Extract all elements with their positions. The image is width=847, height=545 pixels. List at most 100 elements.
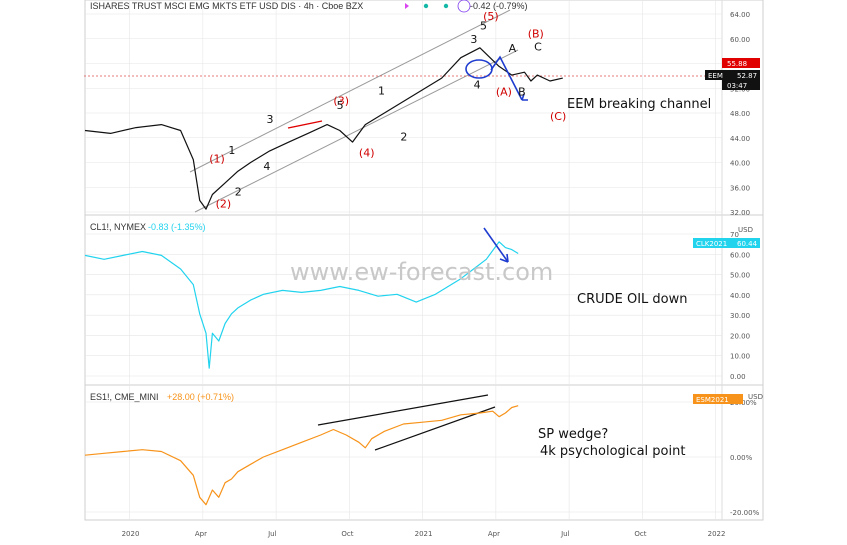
wave-label: 2 — [235, 186, 242, 199]
wave-label: (5) — [483, 10, 499, 23]
x-tick-label: Jul — [267, 530, 277, 538]
eem-channel — [189, 9, 519, 213]
wave-label: 4 — [474, 79, 481, 92]
es-unit-label: USD — [748, 393, 763, 401]
eem-time-tag-value: 03:47 — [727, 82, 747, 90]
y-tick-label: 30.00 — [730, 312, 750, 320]
blue-arrowhead-crude — [499, 253, 509, 263]
watermark: www.ew-forecast.com — [290, 258, 553, 286]
es-price-line — [84, 405, 519, 506]
wave-label: C — [534, 41, 542, 54]
y-tick-label: 0.00 — [730, 373, 746, 381]
eem-series-group — [84, 47, 563, 210]
es-price-tag: ESM2021 — [693, 394, 743, 404]
es-tag-label: ESM2021 — [696, 396, 729, 404]
wave-label: 2 — [400, 130, 407, 143]
eem-red-tag-bg — [722, 58, 760, 68]
x-tick-label: Jul — [560, 530, 570, 538]
channel-lower-line — [194, 49, 519, 213]
es-tag-bg — [693, 394, 743, 404]
cl-price-tag: CLK2021 60.44 — [693, 238, 760, 248]
eem-black-tag-bg — [705, 70, 760, 80]
y-tick-label: 60.00 — [730, 36, 750, 44]
es-note-line-2: 4k psychological point — [540, 444, 685, 459]
crude-series-group — [84, 241, 519, 369]
y-tick-label: 40.00 — [730, 292, 750, 300]
wave-label: (A) — [496, 86, 512, 99]
y-tick-label: 64.00 — [730, 11, 750, 19]
cl-unit-label: USD — [738, 226, 753, 234]
flag-icon[interactable] — [405, 3, 409, 9]
eem-note: EEM breaking channel — [567, 97, 711, 112]
chart-frame — [84, 0, 764, 521]
es-pane-title: ES1!, CME_MINI — [90, 392, 159, 402]
crude-note: CRUDE OIL down — [577, 292, 688, 307]
wave-label: B — [518, 86, 526, 99]
es-series-group — [84, 405, 519, 506]
y-tick-label: 20.00 — [730, 332, 750, 340]
wedge-upper-line — [317, 394, 489, 426]
status-dot-icon — [423, 3, 429, 9]
x-tick-label: 2022 — [708, 530, 726, 538]
eem-black-tag-value: 52.87 — [737, 72, 757, 80]
y-tick-label: 40.00 — [730, 160, 750, 168]
header-icons — [405, 0, 471, 13]
y-tick-label: 36.00 — [730, 184, 750, 192]
sp-wedge — [317, 394, 496, 451]
cl-pane-title: CL1!, NYMEX — [90, 222, 146, 232]
wave-label: 1 — [378, 84, 385, 97]
wave-label: 4 — [263, 160, 270, 173]
red-wave3-trend-line — [287, 120, 323, 129]
y-tick-label: 44.00 — [730, 135, 750, 143]
wave-labels: (1) (2) (3) (4) (5) (A) (B) (C) 1 2 3 4 5 1 2 3 4 5 A B C — [209, 10, 566, 211]
wave-label: 1 — [228, 144, 235, 157]
x-tick-label: 2020 — [122, 530, 140, 538]
grid-lines — [85, 0, 722, 520]
x-tick-label: Apr — [195, 530, 207, 538]
x-tick-labels: 2020 Apr Jul Oct 2021 Apr Jul Oct 2022 — [122, 530, 726, 538]
y-tick-label: 32.00 — [730, 209, 750, 217]
wave-label: 3 — [470, 33, 477, 46]
eem-time-tag-bg — [722, 80, 760, 90]
x-tick-label: Oct — [634, 530, 646, 538]
crude-price-line — [84, 241, 519, 369]
eem-price-tags: 55.88 EEM 52.87 03:47 — [705, 58, 760, 90]
eem-red-tag-value: 55.88 — [727, 60, 747, 68]
es-change-text: +28.00 (+0.71%) — [167, 392, 234, 402]
wave-label: (4) — [359, 147, 375, 160]
y-tick-label: 20.00% — [730, 399, 757, 407]
wave-label: A — [509, 42, 517, 55]
x-tick-label: 2021 — [415, 530, 433, 538]
blue-projection-path — [490, 55, 523, 101]
wave-label: 3 — [267, 113, 274, 126]
eem-price-line — [84, 47, 563, 210]
x-tick-label: Oct — [341, 530, 353, 538]
wave-label: (C) — [550, 110, 566, 123]
eem-change-text: -0.42 (-0.79%) — [470, 1, 528, 11]
wave-label: (2) — [216, 197, 232, 210]
eem-black-tag-label: EEM — [708, 72, 723, 80]
y-tick-label: 0.00% — [730, 454, 753, 462]
y-tick-label: 50.00 — [730, 272, 750, 280]
wave-label: (3) — [333, 94, 349, 107]
wave-label: (B) — [528, 27, 544, 40]
y-tick-label: -20.00% — [730, 509, 760, 517]
channel-upper-line — [189, 9, 511, 173]
wave-label: 5 — [337, 99, 344, 112]
wave-label: (1) — [209, 153, 225, 166]
cl-tag-label: CLK2021 — [696, 240, 727, 248]
es-note-line-1: SP wedge? — [538, 427, 608, 442]
y-tick-label: 48.00 — [730, 110, 750, 118]
wave-label: 5 — [480, 20, 487, 33]
y-tick-label: 70 — [730, 231, 739, 239]
cl-tag-value: 60.44 — [737, 240, 758, 248]
alert-circle-icon[interactable] — [457, 0, 471, 13]
y-tick-label: 60.00 — [730, 251, 750, 259]
eem-pane-title: ISHARES TRUST MSCI EMG MKTS ETF USD DIS … — [90, 1, 363, 11]
blue-arrow-crude — [483, 227, 509, 263]
cl-tag-bg — [693, 238, 760, 248]
cl-change-text: -0.83 (-1.35%) — [148, 222, 206, 232]
wedge-lower-line — [374, 406, 496, 451]
y-tick-label: 10.00 — [730, 353, 750, 361]
